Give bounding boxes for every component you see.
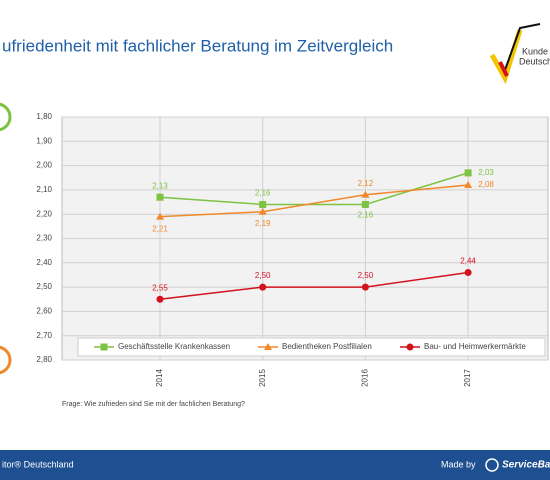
y-tick-label: 2,80: [36, 355, 52, 364]
data-label: 2,13: [152, 181, 168, 190]
logo-text: Deutsch: [519, 56, 550, 66]
legend-box: [77, 337, 546, 357]
data-label: 2,16: [255, 189, 271, 198]
legend-label: Bedientheken Postfilialen: [282, 342, 372, 351]
series-line: [159, 271, 469, 300]
logo-arrow: [504, 23, 541, 71]
footer-bar: [0, 450, 550, 480]
legend-label: Geschäftsstelle Krankenkassen: [118, 342, 230, 351]
marker: [156, 295, 164, 303]
data-label: 2,50: [255, 271, 271, 280]
marker: [361, 190, 370, 198]
series-line: [159, 172, 469, 206]
marker: [464, 181, 473, 189]
y-tick-label: 2,50: [36, 282, 52, 291]
marker: [361, 200, 369, 208]
data-label: 2,08: [478, 180, 494, 189]
legend-label: Bau- und Heimwerkermärkte: [424, 342, 526, 351]
series-line: [159, 184, 469, 218]
footer-brand: ServiceBa: [502, 460, 550, 471]
marker: [464, 269, 472, 277]
slide-title: ufriedenheit mit fachlicher Beratung im …: [2, 36, 393, 55]
data-label: 2,44: [460, 257, 476, 266]
footer-text: Made by: [441, 459, 476, 469]
logo-accent: [498, 61, 509, 77]
marker: [259, 200, 267, 208]
data-label: 2,03: [478, 168, 494, 177]
x-tick-label: 2016: [361, 369, 370, 387]
x-tick-label: 2017: [463, 369, 472, 387]
deco-circle: [0, 102, 12, 132]
marker: [100, 343, 108, 351]
data-label: 2,12: [358, 179, 374, 188]
data-label: 2,55: [152, 283, 168, 292]
marker: [156, 193, 164, 201]
marker: [258, 207, 267, 215]
footer-text: itor® Deutschland: [2, 459, 74, 469]
y-tick-label: 1,90: [36, 136, 52, 145]
y-tick-label: 2,00: [36, 161, 52, 170]
y-tick-label: 2,10: [36, 185, 52, 194]
y-tick-label: 2,70: [36, 331, 52, 340]
data-label: 2,16: [358, 211, 374, 220]
deco-circle: [0, 345, 12, 375]
marker: [259, 283, 267, 291]
marker: [264, 343, 272, 350]
logo-text: Kunde: [522, 46, 548, 56]
data-label: 2,21: [152, 225, 168, 234]
y-tick-label: 2,40: [36, 258, 52, 267]
x-tick-label: 2014: [155, 369, 164, 387]
y-tick-label: 2,20: [36, 209, 52, 218]
data-label: 2,50: [358, 271, 374, 280]
y-tick-label: 2,30: [36, 234, 52, 243]
logo-mark: [489, 29, 523, 85]
marker: [464, 169, 472, 177]
marker: [156, 212, 164, 220]
y-tick-label: 2,60: [36, 307, 52, 316]
data-label: 2,19: [255, 219, 271, 228]
x-tick-label: 2015: [258, 369, 267, 387]
marker: [406, 343, 414, 351]
marker: [361, 283, 369, 291]
y-tick-label: 1,80: [36, 112, 52, 121]
question-note: Frage: Wie zufrieden sind Sie mit der fa…: [62, 401, 245, 408]
brand-icon: [485, 458, 499, 472]
